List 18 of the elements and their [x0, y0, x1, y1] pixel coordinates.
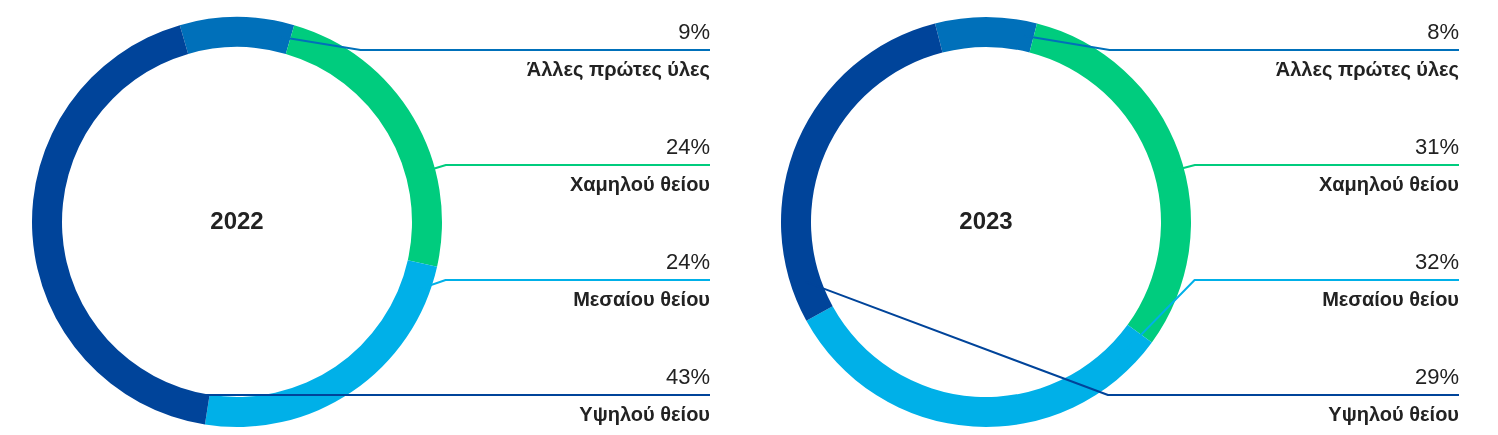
data-label: 24% [665, 134, 710, 159]
text: 2022 [210, 207, 264, 234]
slice-label: Υψηλού θείου [1328, 403, 1459, 425]
slice-label: Υψηλού θείου [579, 403, 710, 425]
data-label: 43% [665, 364, 710, 389]
data-label: 9% [678, 19, 710, 44]
data-label: 29% [1414, 364, 1459, 389]
data-label: 31% [1414, 134, 1459, 159]
slice-label: Άλλες πρώτες ύλες [526, 58, 710, 80]
data-label: 24% [665, 249, 710, 274]
text: 2023 [959, 207, 1013, 234]
data-label: 32% [1414, 249, 1459, 274]
data-label: 8% [1427, 19, 1459, 44]
slice-label: Χαμηλού θείου [1318, 173, 1459, 195]
slice-label: Άλλες πρώτες ύλες [1275, 58, 1459, 80]
slice-label: Χαμηλού θείου [569, 173, 710, 195]
slice-label: Μεσαίου θείου [573, 288, 710, 310]
slice-label: Μεσαίου θείου [1322, 288, 1459, 310]
